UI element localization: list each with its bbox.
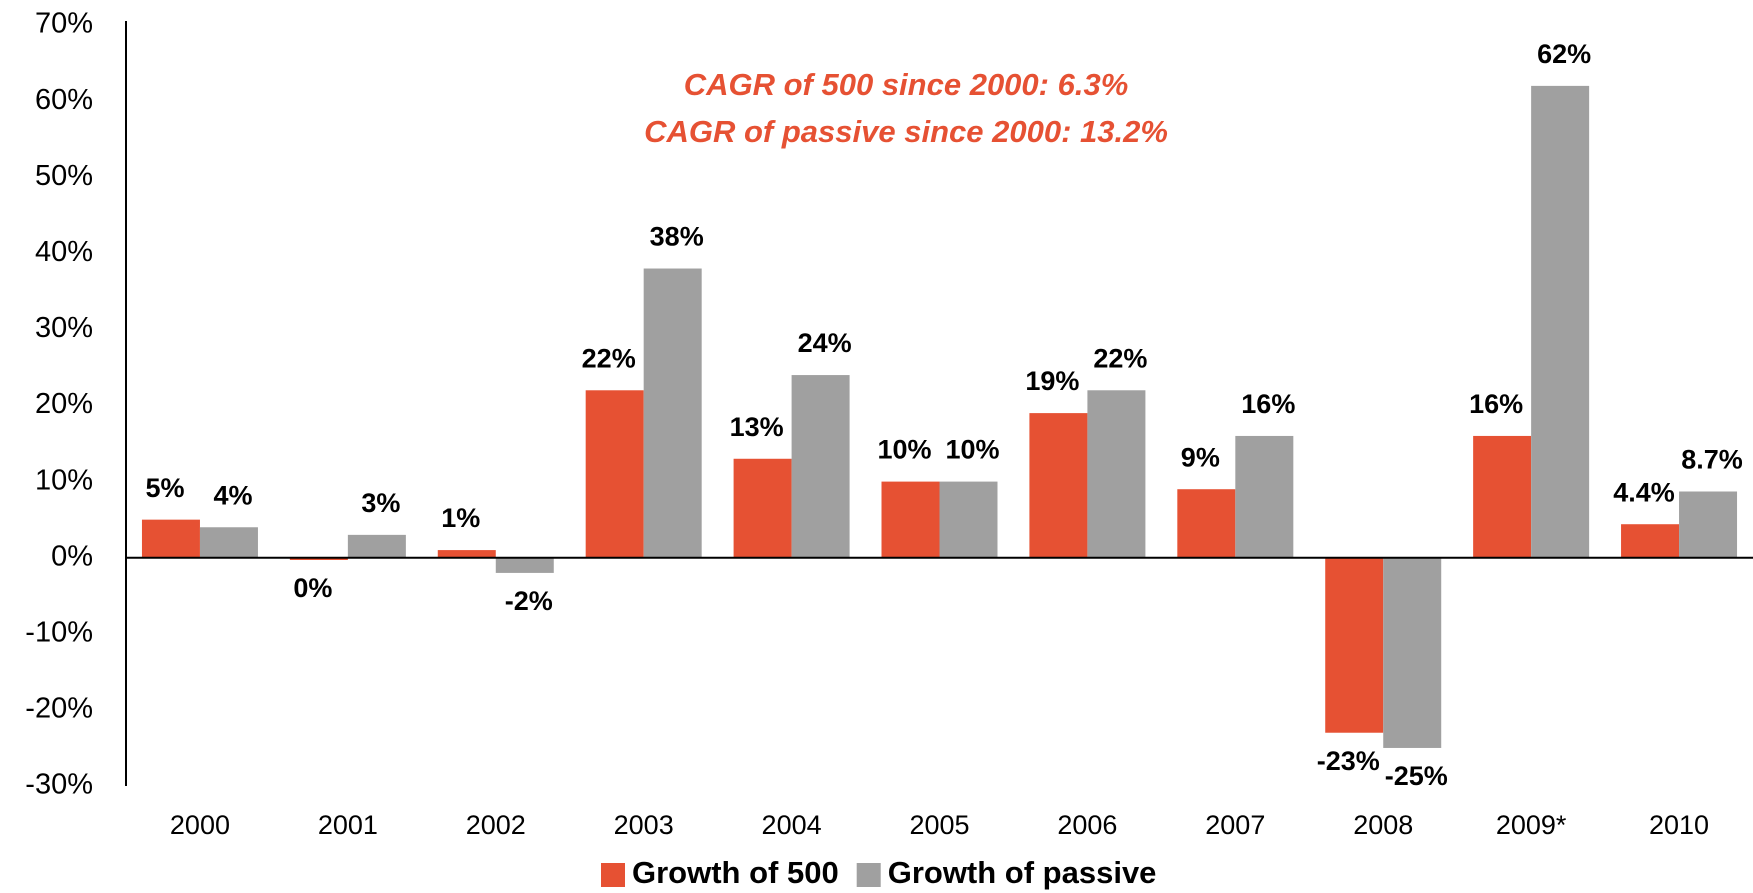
y-tick-label: 30% <box>35 312 93 344</box>
y-tick-label: -20% <box>25 693 93 725</box>
bar <box>791 375 850 558</box>
data-label: 19% <box>1025 366 1079 396</box>
data-label: -23% <box>1317 746 1380 776</box>
data-label: 22% <box>582 343 636 373</box>
bar <box>939 481 998 558</box>
data-label: -25% <box>1385 761 1448 791</box>
x-tick-label: 2006 <box>1057 810 1117 840</box>
bar <box>1383 557 1442 748</box>
bar <box>1029 413 1088 558</box>
bar <box>1087 390 1146 558</box>
legend-swatch <box>601 863 625 887</box>
data-label: 4% <box>213 480 252 510</box>
x-tick-label: 2004 <box>762 810 822 840</box>
y-tick-label: 50% <box>35 160 93 192</box>
y-tick-label: -30% <box>25 769 93 801</box>
bar <box>141 519 200 558</box>
x-tick-label: 2010 <box>1649 810 1709 840</box>
bar <box>495 557 554 573</box>
y-tick-label: 40% <box>35 236 93 268</box>
y-tick-label: 60% <box>35 84 93 116</box>
bar <box>1473 435 1532 558</box>
data-label: 4.4% <box>1613 477 1675 507</box>
bar <box>347 534 406 558</box>
bar <box>1679 491 1738 558</box>
y-tick-label: -10% <box>25 616 93 648</box>
legend-label: Growth of 500 <box>632 855 839 890</box>
annotation: CAGR of passive since 2000: 13.2% <box>644 114 1168 149</box>
x-tick-label: 2000 <box>170 810 230 840</box>
bar <box>1177 489 1236 558</box>
x-tick-label: 2009* <box>1496 810 1567 840</box>
bar <box>585 390 644 558</box>
bar <box>733 458 792 558</box>
data-label: 5% <box>145 473 184 503</box>
bar <box>199 527 258 558</box>
bar <box>643 268 702 558</box>
bar <box>1235 435 1294 558</box>
data-label: 38% <box>650 222 704 252</box>
bar <box>1325 557 1384 733</box>
data-label: 3% <box>361 488 400 518</box>
bar <box>881 481 940 558</box>
x-tick-label: 2002 <box>466 810 526 840</box>
annotation: CAGR of 500 since 2000: 6.3% <box>684 67 1129 102</box>
bar <box>289 557 348 560</box>
bar <box>437 550 496 558</box>
bar <box>1621 524 1680 558</box>
data-label: 16% <box>1241 389 1295 419</box>
y-tick-label: 70% <box>35 8 93 40</box>
data-label: -2% <box>505 586 553 616</box>
data-label: 8.7% <box>1681 445 1743 475</box>
data-label: 16% <box>1469 389 1523 419</box>
x-tick-label: 2005 <box>909 810 969 840</box>
data-label: 1% <box>441 503 480 533</box>
legend-label: Growth of passive <box>888 855 1157 890</box>
x-tick-label: 2001 <box>318 810 378 840</box>
y-tick-label: 10% <box>35 464 93 496</box>
data-label: 0% <box>293 573 332 603</box>
bar <box>1531 85 1590 558</box>
data-label: 10% <box>877 435 931 465</box>
x-tick-label: 2007 <box>1205 810 1265 840</box>
data-label: 10% <box>945 435 999 465</box>
data-label: 62% <box>1537 39 1591 69</box>
data-label: 24% <box>798 328 852 358</box>
x-tick-label: 2008 <box>1353 810 1413 840</box>
y-tick-label: 0% <box>51 540 93 572</box>
legend-swatch <box>856 863 881 887</box>
data-label: 22% <box>1093 343 1147 373</box>
data-label: 13% <box>730 412 784 442</box>
y-tick-label: 20% <box>35 388 93 420</box>
data-label: 9% <box>1181 442 1220 472</box>
x-tick-label: 2003 <box>614 810 674 840</box>
